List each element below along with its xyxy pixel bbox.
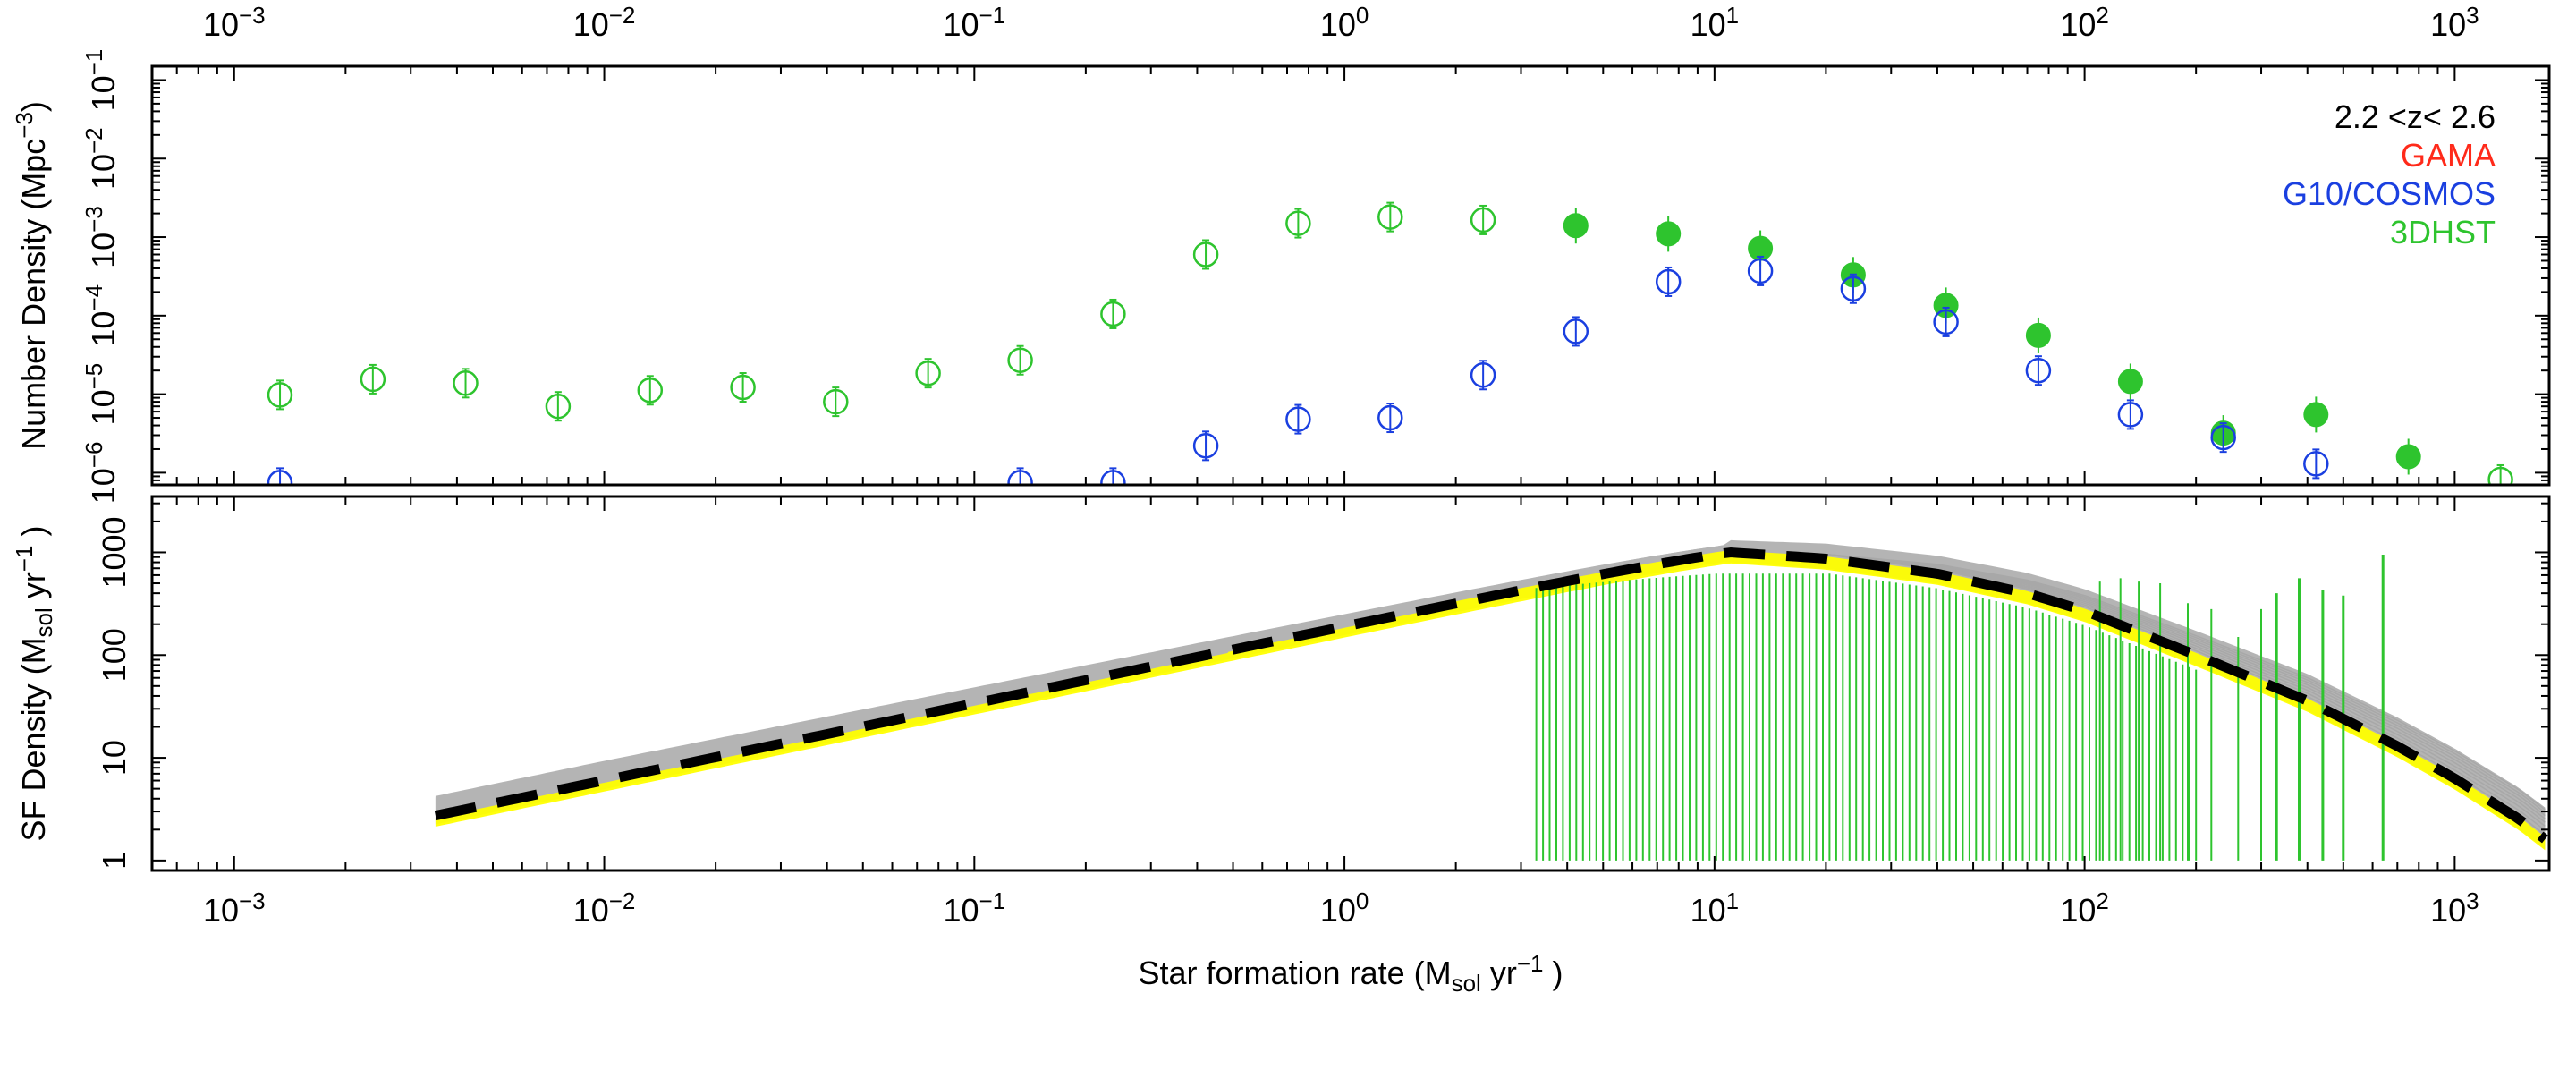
legend-g10-cosmos: G10/COSMOS — [2283, 175, 2496, 212]
filled-point-3dhst — [1748, 230, 1774, 267]
open-point-g10-cosmos — [267, 467, 293, 485]
legend-annotation: 2.2 <z< 2.6 — [2334, 98, 2496, 135]
open-point-3dhst — [2487, 463, 2513, 485]
open-point-3dhst — [637, 375, 664, 406]
gray-realization-line — [1826, 554, 2546, 823]
open-point-g10-cosmos — [1470, 360, 1496, 391]
open-point-g10-cosmos — [2303, 448, 2329, 480]
gray-realization-band-upper — [435, 539, 2546, 837]
filled-point-3dhst — [2303, 396, 2329, 433]
gray-realization-line — [1826, 554, 2546, 813]
bottom-y-tick-label: 100 — [96, 628, 132, 682]
open-point-g10-cosmos — [1933, 306, 1959, 337]
open-point-3dhst — [1192, 239, 1219, 270]
bottom-y-tick-label: 1 — [96, 852, 132, 870]
open-point-g10-cosmos — [1192, 430, 1219, 462]
open-point-3dhst — [730, 372, 756, 403]
open-point-3dhst — [1470, 204, 1496, 235]
open-point-g10-cosmos — [1285, 403, 1311, 435]
ticks — [151, 66, 2549, 870]
top-y-tick-label: 10−1 — [80, 49, 122, 112]
top-x-tick-label: 103 — [2430, 2, 2479, 43]
bottom-y-axis-title: SF Density (Msol yr−1 ) — [11, 526, 57, 842]
bottom-fit — [434, 547, 2548, 844]
open-point-3dhst — [1377, 201, 1403, 233]
x-axis-title: Star formation rate (Msol yr−1 ) — [1138, 950, 1563, 997]
best-fit-dashed-line — [434, 547, 2548, 844]
gray-realization-line — [1826, 553, 2546, 811]
bottom-panel-frame — [150, 495, 2551, 872]
bottom-x-tick-label: 101 — [1690, 887, 1740, 929]
top-x-tick-label: 10−3 — [203, 2, 266, 43]
open-point-g10-cosmos — [1007, 467, 1033, 485]
top-panel-frame — [150, 64, 2551, 487]
filled-point-3dhst — [2395, 438, 2421, 475]
open-point-3dhst — [1007, 344, 1033, 376]
top-y-tick-label: 10−3 — [80, 206, 122, 268]
open-point-g10-cosmos — [1377, 403, 1403, 434]
open-point-g10-cosmos — [1840, 273, 1867, 304]
open-point-3dhst — [360, 363, 386, 395]
open-point-3dhst — [1100, 298, 1126, 329]
bottom-bands — [435, 539, 2546, 851]
top-y-axis-title: Number Density (Mpc−3) — [11, 101, 52, 450]
bottom-y-tick-label: 10 — [96, 740, 132, 776]
top-y-tick-label: 10−5 — [80, 363, 122, 426]
open-point-g10-cosmos — [1563, 316, 1589, 347]
top-x-tick-label: 100 — [1320, 2, 1369, 43]
open-point-3dhst — [823, 386, 849, 418]
bottom-x-tick-label: 10−1 — [943, 887, 1005, 929]
legend-gama: GAMA — [2401, 137, 2496, 174]
bottom-x-tick-label: 10−3 — [203, 887, 266, 929]
open-point-g10-cosmos — [1747, 255, 1774, 286]
top-y-tick-label: 10−6 — [80, 442, 122, 505]
gray-realization-line — [1826, 554, 2546, 836]
bottom-x-tick-label: 10−2 — [573, 887, 636, 929]
bottom-y-tick-label: 1000 — [96, 516, 132, 588]
open-point-g10-cosmos — [2025, 355, 2052, 386]
open-point-3dhst — [1285, 208, 1311, 239]
gray-realization-line — [1826, 554, 2546, 819]
gray-realization-line — [1826, 554, 2546, 831]
open-point-g10-cosmos — [2117, 399, 2144, 430]
open-point-3dhst — [267, 379, 293, 411]
open-point-3dhst — [545, 391, 572, 422]
legend: 2.2 <z< 2.6 GAMA G10/COSMOS 3DHST — [2283, 98, 2496, 250]
top-x-tick-label: 101 — [1690, 2, 1740, 43]
filled-point-3dhst — [1563, 208, 1589, 244]
legend-3dhst: 3DHST — [2390, 214, 2496, 250]
bottom-x-tick-label: 103 — [2430, 887, 2479, 929]
open-point-g10-cosmos — [2210, 422, 2236, 454]
top-points — [267, 201, 2513, 485]
top-x-tick-label: 102 — [2060, 2, 2109, 43]
filled-point-3dhst — [2025, 317, 2051, 353]
top-x-tick-label: 10−2 — [573, 2, 636, 43]
top-y-tick-label: 10−2 — [80, 127, 122, 190]
open-point-g10-cosmos — [1100, 467, 1126, 485]
bottom-x-tick-label: 102 — [2060, 887, 2109, 929]
open-point-g10-cosmos — [1655, 266, 1682, 297]
bottom-x-tick-label: 100 — [1320, 887, 1369, 929]
bottom-bars — [1535, 555, 2385, 861]
gray-realization-line — [1826, 554, 2546, 817]
gray-realization-line — [1826, 554, 2546, 828]
open-point-3dhst — [915, 358, 941, 389]
filled-point-3dhst — [2117, 363, 2143, 400]
filled-point-3dhst — [1656, 216, 1682, 252]
top-x-tick-label: 10−1 — [943, 2, 1005, 43]
top-y-tick-label: 10−4 — [80, 284, 122, 347]
yellow-realization-band — [435, 546, 2546, 851]
open-point-3dhst — [453, 368, 479, 399]
